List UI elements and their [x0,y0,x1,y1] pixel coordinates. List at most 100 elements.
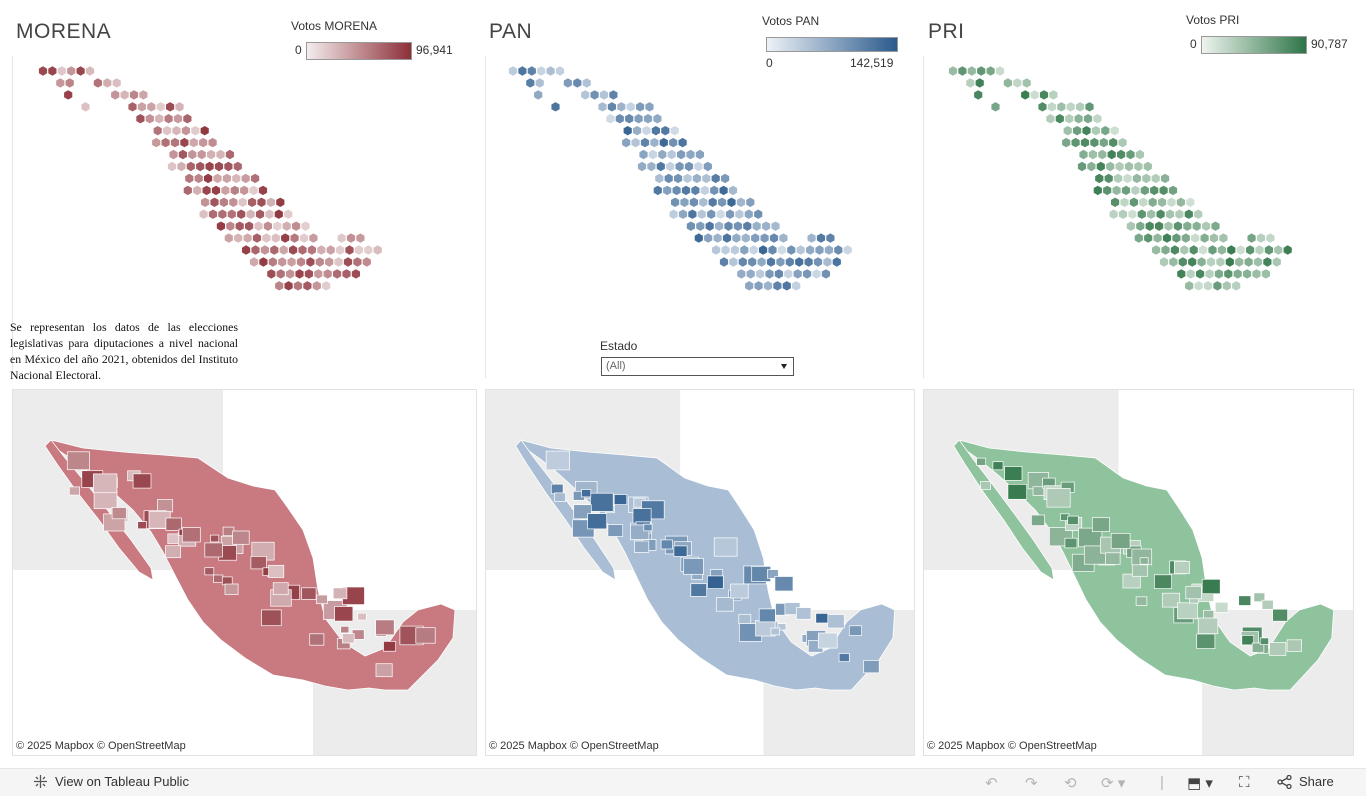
district-area[interactable] [992,461,1004,471]
district-hex[interactable] [737,269,746,279]
district-hex[interactable] [161,137,170,148]
undo-icon[interactable]: ↶ [985,775,998,792]
district-hex[interactable] [710,185,719,196]
district-hex[interactable] [1121,185,1131,196]
district-hex[interactable] [762,221,771,231]
district-hex[interactable] [1255,245,1264,255]
district-hex[interactable] [708,197,717,207]
district-hex[interactable] [648,149,657,160]
district-hex[interactable] [224,233,233,243]
district-hex[interactable] [707,209,716,219]
district-hex[interactable] [1164,221,1173,231]
district-hex[interactable] [623,126,632,136]
district-hex[interactable] [1172,233,1181,243]
district-hex[interactable] [718,197,727,207]
district-hex[interactable] [48,66,57,76]
district-hex[interactable] [1213,281,1222,291]
district-hex[interactable] [1126,221,1135,231]
district-hex[interactable] [1112,185,1121,196]
district-hex[interactable] [643,114,653,124]
district-area[interactable] [268,564,285,578]
district-hex[interactable] [1140,185,1149,196]
district-hex[interactable] [346,233,356,243]
district-area[interactable] [309,633,325,646]
district-hex[interactable] [1178,257,1187,267]
district-hex[interactable] [551,102,560,112]
district-hex[interactable] [307,245,316,255]
district-hex[interactable] [1233,269,1242,279]
district-area[interactable] [1253,592,1266,603]
district-hex[interactable] [1208,245,1217,255]
district-area[interactable] [550,483,564,495]
district-hex[interactable] [1021,90,1030,100]
district-hex[interactable] [736,197,745,207]
district-hex[interactable] [1200,233,1209,243]
district-hex[interactable] [684,161,694,172]
district-hex[interactable] [345,245,354,255]
district-area[interactable] [1064,537,1078,549]
district-hex[interactable] [699,197,708,207]
district-hex[interactable] [207,149,216,160]
district-area[interactable] [1197,617,1219,635]
district-hex[interactable] [752,221,761,231]
district-hex[interactable] [678,209,688,219]
district-hex[interactable] [626,102,635,112]
district-hex[interactable] [792,281,801,291]
district-hex[interactable] [1132,173,1141,184]
district-hex[interactable] [260,245,269,255]
district-hex[interactable] [1232,281,1241,291]
district-hex[interactable] [659,137,668,148]
district-hex[interactable] [670,126,679,136]
district-hex[interactable] [1074,114,1083,124]
district-area[interactable] [1161,592,1181,608]
district-area[interactable] [660,539,673,550]
district-hex[interactable] [782,281,791,291]
district-hex[interactable] [225,149,234,160]
district-hex[interactable] [705,221,714,231]
district-hex[interactable] [353,257,362,267]
district-hex[interactable] [354,245,363,255]
district-hex[interactable] [183,185,192,196]
district-hex[interactable] [1057,102,1066,112]
district-hex[interactable] [793,269,802,279]
district-hex[interactable] [745,281,754,291]
district-area[interactable] [1286,639,1302,652]
district-hex[interactable] [749,245,758,255]
district-area[interactable] [1201,578,1221,595]
district-hex[interactable] [977,66,986,76]
district-area[interactable] [93,490,118,510]
district-hex[interactable] [1197,257,1206,267]
district-hex[interactable] [1055,114,1064,124]
district-hex[interactable] [975,78,984,88]
district-hex[interactable] [1076,102,1085,112]
district-hex[interactable] [669,137,678,148]
district-area[interactable] [157,499,174,513]
district-hex[interactable] [664,173,673,184]
district-hex[interactable] [64,90,73,100]
district-area[interactable] [204,542,223,558]
district-hex[interactable] [732,233,741,243]
district-hex[interactable] [281,233,290,243]
district-hex[interactable] [166,102,175,112]
district-hex[interactable] [582,78,591,88]
district-hex[interactable] [270,245,279,255]
district-area[interactable] [357,612,367,621]
district-area[interactable] [250,556,267,570]
district-hex[interactable] [686,149,695,160]
district-hex[interactable] [111,90,120,100]
district-hex[interactable] [1038,102,1047,112]
district-hex[interactable] [129,90,139,100]
district-hex[interactable] [1129,197,1138,207]
district-hex[interactable] [326,245,335,255]
district-hex[interactable] [824,245,833,255]
district-hex[interactable] [219,197,228,207]
district-hex[interactable] [284,281,293,291]
district-hex[interactable] [1134,233,1143,243]
district-hex[interactable] [776,257,785,267]
district-hex[interactable] [1161,173,1170,184]
district-hex[interactable] [180,137,189,148]
district-hex[interactable] [1123,173,1132,184]
district-hex[interactable] [1170,245,1179,255]
district-hex[interactable] [1150,185,1159,196]
district-area[interactable] [342,633,355,644]
